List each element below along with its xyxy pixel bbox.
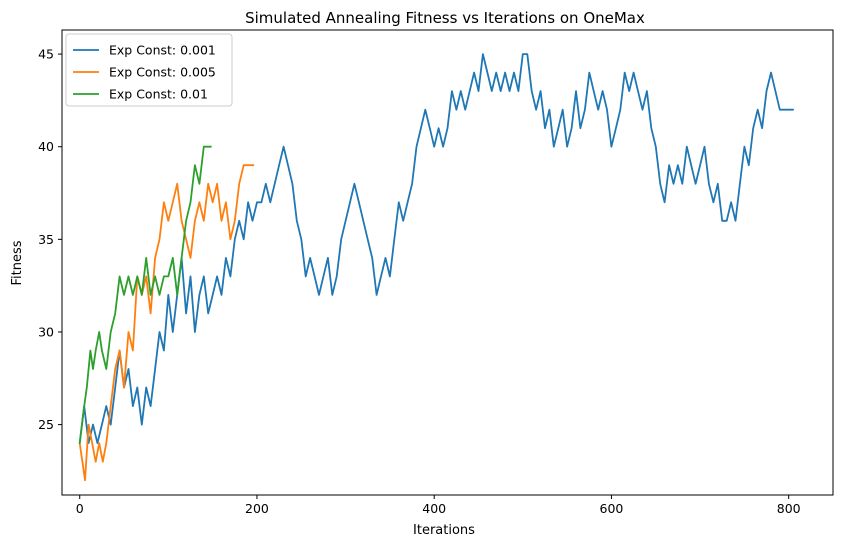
chart-title: Simulated Annealing Fitness vs Iteration… bbox=[245, 9, 645, 27]
y-tick-label: 30 bbox=[38, 324, 54, 339]
x-tick-label: 600 bbox=[600, 501, 624, 516]
series-line-2 bbox=[78, 164, 255, 482]
x-axis-label: Iterations bbox=[413, 523, 475, 538]
series-layer bbox=[78, 53, 794, 482]
y-tick-label: 35 bbox=[38, 232, 54, 247]
x-axis-ticks: 0 200 400 600 800 bbox=[76, 495, 801, 516]
x-tick-label: 400 bbox=[422, 501, 446, 516]
series-line-3 bbox=[78, 145, 212, 444]
y-tick-label: 25 bbox=[38, 417, 54, 432]
legend-label: Exp Const: 0.01 bbox=[109, 87, 208, 102]
plot-area-frame bbox=[61, 29, 834, 496]
y-axis-ticks: 25 30 35 40 45 bbox=[38, 47, 62, 432]
series-line-1 bbox=[78, 53, 794, 444]
y-tick-label: 40 bbox=[38, 139, 54, 154]
legend-label: Exp Const: 0.005 bbox=[109, 65, 216, 80]
y-axis-label: Fitness bbox=[10, 240, 25, 285]
legend: Exp Const: 0.001 Exp Const: 0.005 Exp Cons… bbox=[65, 33, 233, 107]
legend-box bbox=[65, 33, 233, 107]
legend-label: Exp Const: 0.001 bbox=[109, 43, 216, 58]
x-tick-label: 0 bbox=[76, 501, 84, 516]
legend-entries: Exp Const: 0.001 Exp Const: 0.005 Exp Cons… bbox=[73, 43, 216, 102]
x-tick-label: 200 bbox=[245, 501, 269, 516]
y-tick-label: 45 bbox=[38, 47, 54, 62]
x-tick-label: 800 bbox=[777, 501, 801, 516]
